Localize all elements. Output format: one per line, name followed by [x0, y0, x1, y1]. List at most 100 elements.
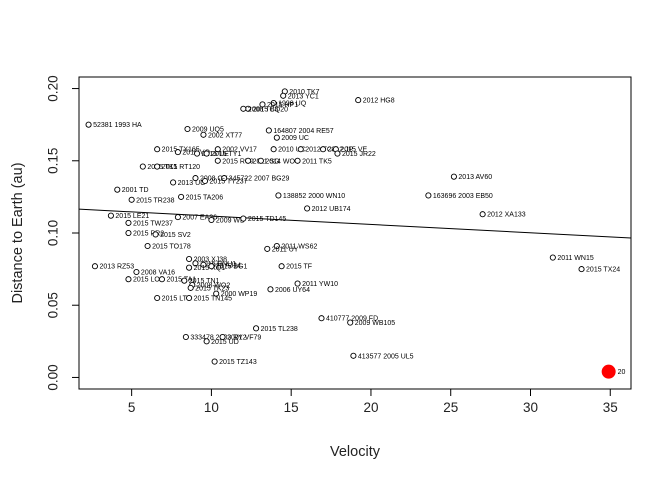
point-label: 2008 OY: [200, 176, 228, 183]
point-label: 2013 AV60: [458, 174, 492, 181]
point-label: 2015 UD: [211, 339, 239, 346]
point-label: 2011 YW10: [302, 281, 338, 288]
data-point: [214, 157, 221, 164]
point-label: 2015 RT120: [162, 164, 201, 171]
point-label: 2007 EA26: [182, 215, 217, 222]
point-label: 2015 XQ1: [194, 265, 226, 272]
point-label: 2011 WS62: [281, 244, 317, 251]
point-label: 2015 TN1: [189, 278, 220, 285]
data-point: [240, 105, 247, 112]
data-point: [211, 358, 218, 365]
point-label: 138852 2000 WN10: [283, 193, 345, 200]
highlight-point: [601, 364, 616, 379]
point-label: 2006 UY64: [275, 287, 310, 294]
data-point: [265, 127, 272, 134]
point-label: 2015 TX165: [162, 147, 200, 154]
data-point: [264, 245, 271, 252]
data-point: [181, 277, 188, 284]
data-point: [450, 173, 457, 180]
point-label: 2013 YC1: [288, 93, 319, 100]
data-point: [154, 163, 161, 170]
point-label: 2015 PR2: [133, 231, 164, 238]
point-label: 2013 UC: [178, 180, 206, 187]
data-point: [187, 284, 194, 291]
data-point: [125, 276, 132, 283]
data-point: [347, 319, 354, 326]
point-label: 2012 UB174: [312, 206, 351, 213]
point-label: 2015 TR238: [136, 197, 175, 204]
point-label: 2002 VV17: [222, 147, 257, 154]
data-point: [139, 163, 146, 170]
y-tick-label: 0.10: [46, 220, 61, 246]
data-point: [273, 134, 280, 141]
data-point: [174, 214, 181, 221]
x-tick-label: 15: [284, 400, 299, 415]
point-label: 2015 TW237: [133, 220, 173, 227]
x-tick-label: 25: [443, 400, 458, 415]
point-label: 2009 UQ5: [192, 127, 224, 134]
data-point: [192, 175, 199, 182]
data-point: [294, 157, 301, 164]
data-point: [267, 286, 274, 293]
data-point: [334, 150, 341, 157]
y-tick-label: 0.00: [46, 364, 61, 390]
data-point: [182, 333, 189, 341]
point-label: 2013 RZ53: [99, 264, 134, 271]
x-tick-label: 20: [363, 400, 378, 415]
point-label: 2001 TD: [122, 187, 149, 194]
point-label: 2012 HG8: [363, 98, 395, 105]
point-label: 2015 TY237: [210, 179, 248, 186]
point-label: 2015 BG1: [216, 264, 248, 271]
point-label: 2015 TY1: [211, 151, 241, 158]
point-label: 2000 WP19: [221, 291, 258, 298]
point-label: 2015 LO3: [133, 277, 164, 284]
point-label: 2010 TK7: [289, 89, 319, 96]
point-label: 2011 UY: [272, 246, 299, 253]
point-label: 164807 2004 RE57: [273, 128, 333, 135]
data-point: [259, 101, 266, 108]
point-label: 52381 1993 HA: [93, 122, 142, 129]
point-label: 2015 TK1: [147, 164, 177, 171]
point-label: 2015 ENU1: [200, 261, 236, 268]
point-label: 2015 TZ143: [219, 359, 257, 366]
data-point: [125, 219, 132, 226]
x-tick-label: 35: [603, 400, 618, 415]
data-point: [107, 212, 114, 219]
data-point: [203, 338, 210, 345]
data-point: [178, 193, 185, 200]
data-point: [240, 215, 247, 222]
x-tick-label: 30: [523, 400, 538, 415]
y-tick-label: 0.15: [46, 148, 61, 174]
x-axis-label: Velocity: [330, 444, 381, 460]
data-point: [270, 146, 277, 153]
data-point: [318, 315, 325, 322]
data-point: [219, 333, 226, 341]
point-label: 1998 UQ: [278, 101, 307, 108]
y-axis-label: Distance to Earth (au): [10, 162, 26, 303]
data-point: [278, 263, 285, 270]
point-label: 2011 SG: [253, 158, 280, 165]
data-point: [280, 92, 287, 99]
data-point: [174, 149, 181, 156]
data-point: [114, 186, 121, 193]
point-label: 2015 TA206: [186, 194, 224, 201]
data-point: [253, 325, 260, 332]
point-label: 345722 2007 BG29: [229, 176, 290, 183]
data-point: [245, 157, 252, 164]
data-point: [186, 264, 193, 271]
y-axis: 0.00 0.05 0.10 0.15 0.20: [46, 75, 80, 391]
point-label: 2015 TO178: [152, 244, 191, 251]
data-point: [355, 97, 362, 104]
data-point: [479, 211, 486, 218]
data-point: [128, 196, 135, 203]
trend-line: [78, 208, 632, 239]
data-point: [91, 263, 99, 270]
data-point: [297, 146, 304, 153]
point-label: 2013 AJ14: [208, 262, 241, 269]
data-point: [257, 157, 264, 164]
point-label: 2008 TC3: [248, 106, 279, 113]
y-tick-label: 0.05: [46, 292, 61, 318]
x-tick-label: 5: [128, 400, 136, 415]
